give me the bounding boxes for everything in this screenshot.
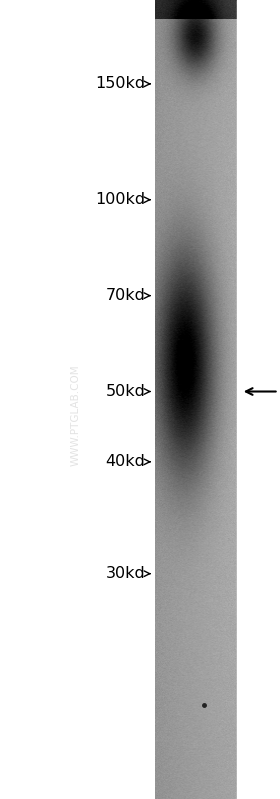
- Text: 150kd: 150kd: [95, 77, 146, 91]
- Text: WWW.PTGLAB.COM: WWW.PTGLAB.COM: [71, 364, 81, 467]
- Text: 100kd: 100kd: [95, 193, 146, 207]
- Text: 40kd: 40kd: [106, 455, 146, 469]
- Bar: [237, 0, 280, 799]
- Text: 30kd: 30kd: [106, 566, 146, 581]
- Text: 50kd: 50kd: [106, 384, 146, 399]
- Text: 70kd: 70kd: [106, 288, 146, 303]
